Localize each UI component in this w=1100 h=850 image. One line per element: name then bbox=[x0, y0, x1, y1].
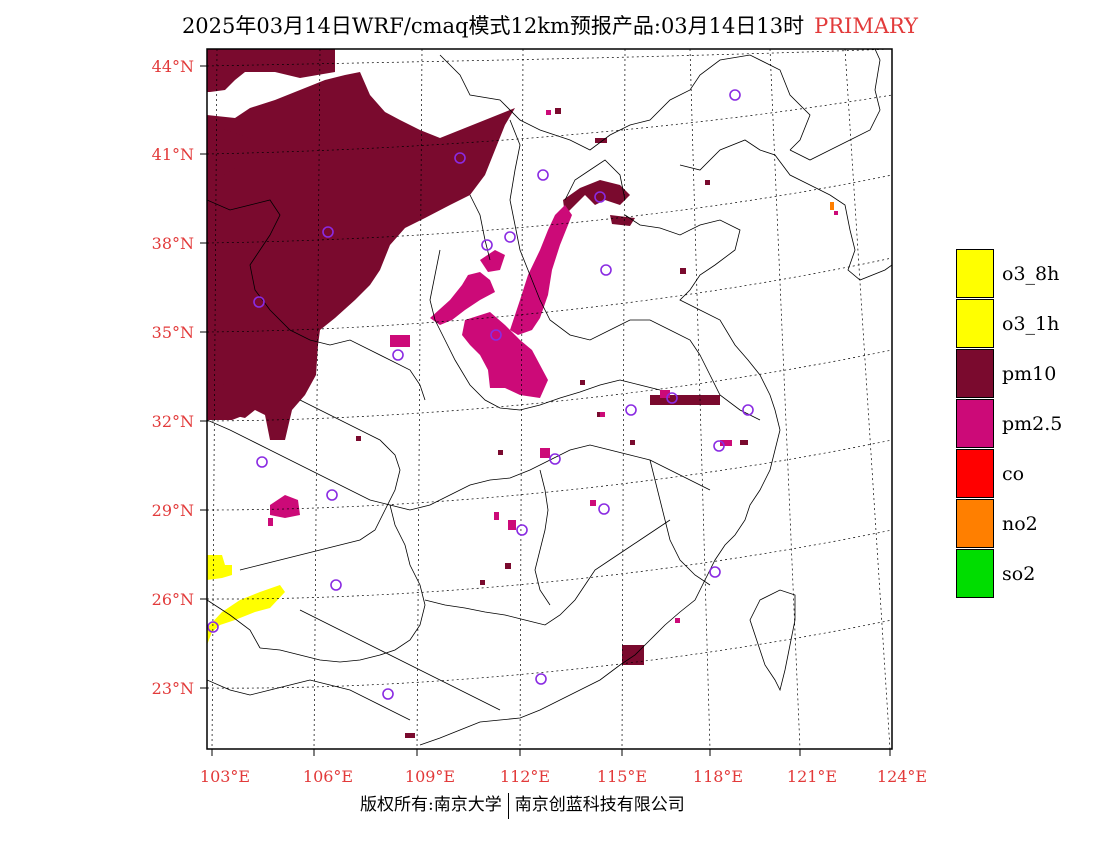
legend-label: pm10 bbox=[1002, 363, 1057, 385]
lat-label-29: 29°N bbox=[152, 501, 194, 520]
latitude-axis: 44°N 41°N 38°N 35°N 32°N 29°N 26°N 23°N bbox=[152, 57, 207, 698]
lon-label-115: 115°E bbox=[597, 767, 647, 786]
legend-label: co bbox=[1002, 463, 1025, 485]
lon-label-109: 109°E bbox=[405, 767, 455, 786]
longitude-axis: 103°E 106°E 109°E 112°E 115°E 118°E 121°… bbox=[200, 749, 927, 786]
legend-item-pm10: pm10 bbox=[956, 349, 1086, 399]
legend-swatch bbox=[956, 499, 994, 548]
legend-item-o3-1h: o3_1h bbox=[956, 299, 1086, 349]
lon-label-124: 124°E bbox=[877, 767, 927, 786]
lat-label-26: 26°N bbox=[152, 590, 194, 609]
legend-swatch bbox=[956, 449, 994, 498]
lat-label-32: 32°N bbox=[152, 412, 194, 431]
lon-label-103: 103°E bbox=[200, 767, 250, 786]
copyright-owner: 版权所有:南京大学 bbox=[360, 795, 502, 815]
no2-spot bbox=[830, 202, 834, 210]
legend-item-co: co bbox=[956, 449, 1086, 499]
legend-item-o3-8h: o3_8h bbox=[956, 249, 1086, 299]
map-title: 2025年03月14日WRF/cmaq模式12km预报产品:03月14日13时 P… bbox=[0, 10, 1100, 40]
lat-label-38: 38°N bbox=[152, 234, 194, 253]
copyright-company: 南京创蓝科技有限公司 bbox=[514, 795, 685, 815]
map-frame bbox=[206, 48, 893, 750]
legend-swatch bbox=[956, 349, 994, 398]
lat-label-23: 23°N bbox=[152, 679, 194, 698]
boundary-lines bbox=[207, 49, 892, 746]
pm25-regions bbox=[268, 110, 732, 623]
footer-separator bbox=[507, 792, 509, 819]
legend-swatch bbox=[956, 299, 994, 348]
legend-item-no2: no2 bbox=[956, 499, 1086, 549]
lon-label-112: 112°E bbox=[500, 767, 550, 786]
title-text: 2025年03月14日WRF/cmaq模式12km预报产品:03月14日13时 bbox=[181, 14, 805, 38]
legend-swatch bbox=[956, 399, 994, 448]
legend-item-pm25: pm2.5 bbox=[956, 399, 1086, 449]
lat-label-44: 44°N bbox=[152, 57, 194, 76]
o3-regions bbox=[207, 555, 285, 645]
legend-label: no2 bbox=[1002, 513, 1038, 535]
legend-label: so2 bbox=[1002, 563, 1036, 585]
pollutant-legend: o3_8h o3_1h pm10 pm2.5 co no2 so2 bbox=[956, 249, 1086, 599]
station-markers bbox=[207, 89, 754, 700]
legend-label: pm2.5 bbox=[1002, 413, 1063, 435]
legend-label: o3_8h bbox=[1002, 263, 1060, 285]
copyright-footer: 版权所有:南京大学 南京创蓝科技有限公司 bbox=[360, 790, 685, 819]
legend-label: o3_1h bbox=[1002, 313, 1060, 335]
primary-tag: PRIMARY bbox=[814, 14, 919, 38]
lat-label-41: 41°N bbox=[152, 145, 194, 164]
pm10-region-northwest bbox=[207, 49, 515, 440]
lon-label-121: 121°E bbox=[787, 767, 837, 786]
legend-swatch bbox=[956, 249, 994, 298]
pm25-spot-north bbox=[834, 211, 838, 215]
lon-label-106: 106°E bbox=[303, 767, 353, 786]
lon-label-118: 118°E bbox=[693, 767, 743, 786]
graticule bbox=[207, 49, 892, 749]
legend-swatch bbox=[956, 549, 994, 598]
lat-label-35: 35°N bbox=[152, 323, 194, 342]
legend-item-so2: so2 bbox=[956, 549, 1086, 599]
